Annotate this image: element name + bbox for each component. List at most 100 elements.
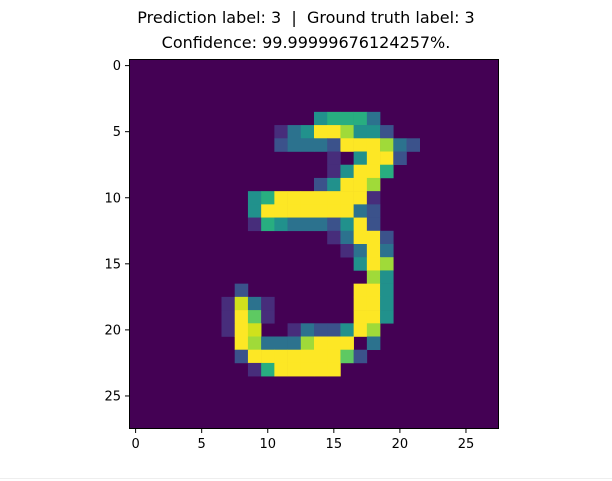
heatmap-cell [300,323,315,337]
heatmap-cell [380,125,394,139]
heatmap-cell [353,310,368,324]
heatmap-cell [247,336,262,351]
heatmap-cell [247,217,262,232]
heatmap-cell [327,111,341,126]
heatmap-cell [300,349,315,364]
heatmap-cells [129,59,499,429]
heatmap-cell [366,138,381,152]
heatmap-cell [261,349,275,364]
heatmap-cell [261,204,275,218]
heatmap-cell [353,230,368,245]
heatmap-cell [287,138,302,152]
heatmap-cell [300,336,315,351]
heatmap-cell [353,177,368,192]
heatmap-cell [247,349,262,364]
chart-title-line-1: Prediction label: 3 | Ground truth label… [137,8,475,27]
heatmap-cell [353,111,368,126]
y-axis: 0 5 10 15 20 25 [104,59,129,404]
heatmap-cell [327,323,341,337]
heatmap-cell [327,204,341,218]
heatmap-cell [274,336,288,351]
heatmap-cell [247,191,262,205]
heatmap-cell [327,230,341,245]
heatmap-cell [327,125,341,139]
heatmap-cell [274,138,288,152]
heatmap-cell [353,244,368,258]
heatmap-cell [287,362,302,377]
heatmap-cell [366,164,381,179]
x-axis: 0 5 10 15 20 25 [131,429,474,452]
heatmap-cell [380,138,394,152]
heatmap-cell [353,217,368,232]
heatmap-cell [340,323,354,337]
heatmap-cell [380,283,394,298]
heatmap-cell [340,349,354,364]
x-tick-label: 25 [458,437,475,452]
heatmap-cell [366,191,381,205]
heatmap-cell [314,111,328,126]
y-tick-label: 20 [104,323,121,338]
heatmap-cell [287,336,302,351]
y-tick-label: 15 [104,257,121,272]
heatmap-cell [327,349,341,364]
heatmap-cell [380,164,394,179]
heatmap-cell [340,164,354,179]
plot-frame [129,59,499,429]
heatmap-cell [234,349,249,364]
heatmap-cell [247,204,262,218]
heatmap-cell [274,191,288,205]
heatmap-cell [287,349,302,364]
heatmap-cell [300,204,315,218]
heatmap-cell [366,151,381,166]
x-tick-label: 0 [131,437,139,452]
heatmap-cell [300,217,315,232]
heatmap-cell [340,177,354,192]
heatmap-cell [327,177,341,192]
heatmap-cell [340,244,354,258]
heatmap-cell [366,217,381,232]
heatmap-cell [366,230,381,245]
heatmap-cell [380,270,394,284]
heatmap-cell [380,244,394,258]
heatmap-cell [366,323,381,337]
heatmap-cell [327,151,341,166]
heatmap-cell [314,204,328,218]
heatmap-cell [221,296,236,311]
heatmap-cell [353,323,368,337]
heatmap-cell [366,310,381,324]
heatmap-cell [287,125,302,139]
heatmap-cell [234,336,249,351]
heatmap-cell [247,362,262,377]
heatmap-cell [234,310,249,324]
heatmap-cell [247,310,262,324]
heatmap-cell [406,138,421,152]
heatmap-cell [274,125,288,139]
heatmap-cell [366,270,381,284]
heatmap-cell [287,217,302,232]
heatmap-cell [380,257,394,271]
heatmap-cell [327,191,341,205]
heatmap-cell [340,125,354,139]
heatmap-cell [327,362,341,377]
heatmap-cell [274,217,288,232]
heatmap-cell [221,310,236,324]
heatmap-cell [247,323,262,337]
x-tick-label: 15 [326,437,343,452]
chart-title-line-2: Confidence: 99.99999676124257%. [161,33,451,52]
heatmap-cell [314,217,328,232]
heatmap-cell [366,244,381,258]
heatmap-cell [261,336,275,351]
heatmap-cell [300,138,315,152]
heatmap-cell [340,336,354,351]
heatmap-cell [274,349,288,364]
heatmap-cell [380,151,394,166]
heatmap-cell [366,257,381,271]
y-tick-label: 25 [104,389,121,404]
bottom-divider [0,478,612,479]
heatmap-cell [314,138,328,152]
heatmap-cell [366,111,381,126]
heatmap-cell [393,151,407,166]
y-tick-label: 0 [113,59,121,74]
heatmap-cell [314,349,328,364]
heatmap-cell [261,310,275,324]
